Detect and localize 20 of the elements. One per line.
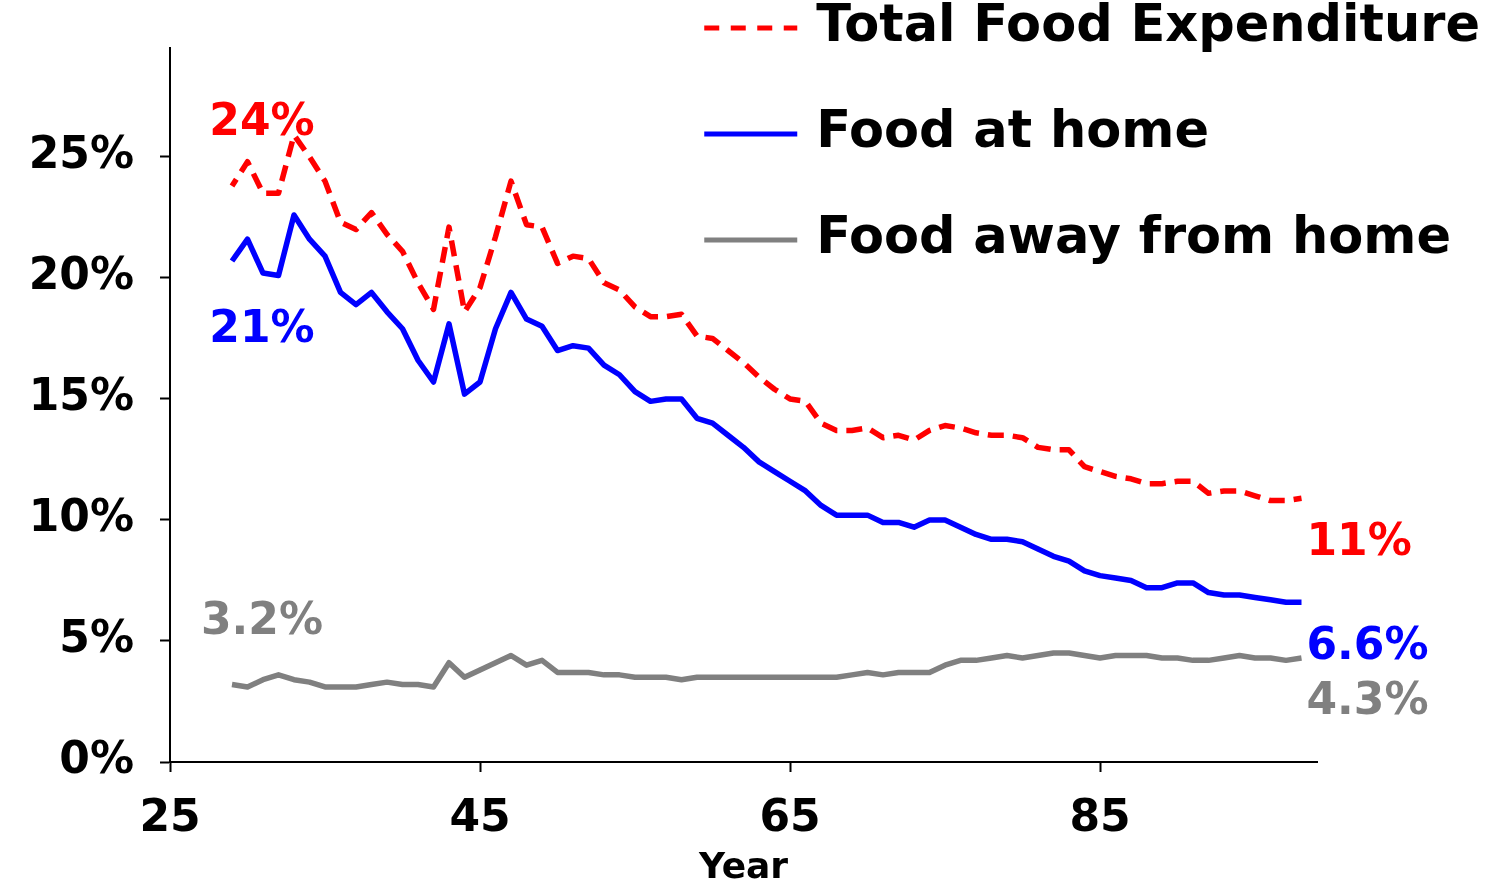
y-tick-label: 20% [28, 248, 134, 300]
data-label: 24% [209, 94, 315, 146]
data-label: 4.3% [1306, 673, 1429, 725]
data-label: 11% [1306, 513, 1412, 565]
x-axis-title: Year [697, 845, 789, 887]
legend-label: Food at home [816, 100, 1209, 160]
y-tick-label: 5% [59, 611, 134, 663]
x-tick-label: 45 [449, 790, 511, 842]
legend-label: Food away from home [816, 206, 1452, 266]
data-label: 21% [209, 301, 315, 353]
x-tick-label: 25 [139, 790, 201, 842]
y-tick-label: 10% [28, 490, 134, 542]
y-tick-label: 15% [28, 369, 134, 421]
data-label: 3.2% [200, 592, 324, 644]
y-tick-label: 25% [28, 127, 134, 179]
legend-label: Total Food Expenditure [816, 0, 1480, 54]
y-tick-label: 0% [59, 732, 134, 784]
data-label: 6.6% [1306, 617, 1429, 669]
x-tick-label: 65 [759, 790, 821, 842]
x-tick-label: 85 [1069, 790, 1131, 842]
